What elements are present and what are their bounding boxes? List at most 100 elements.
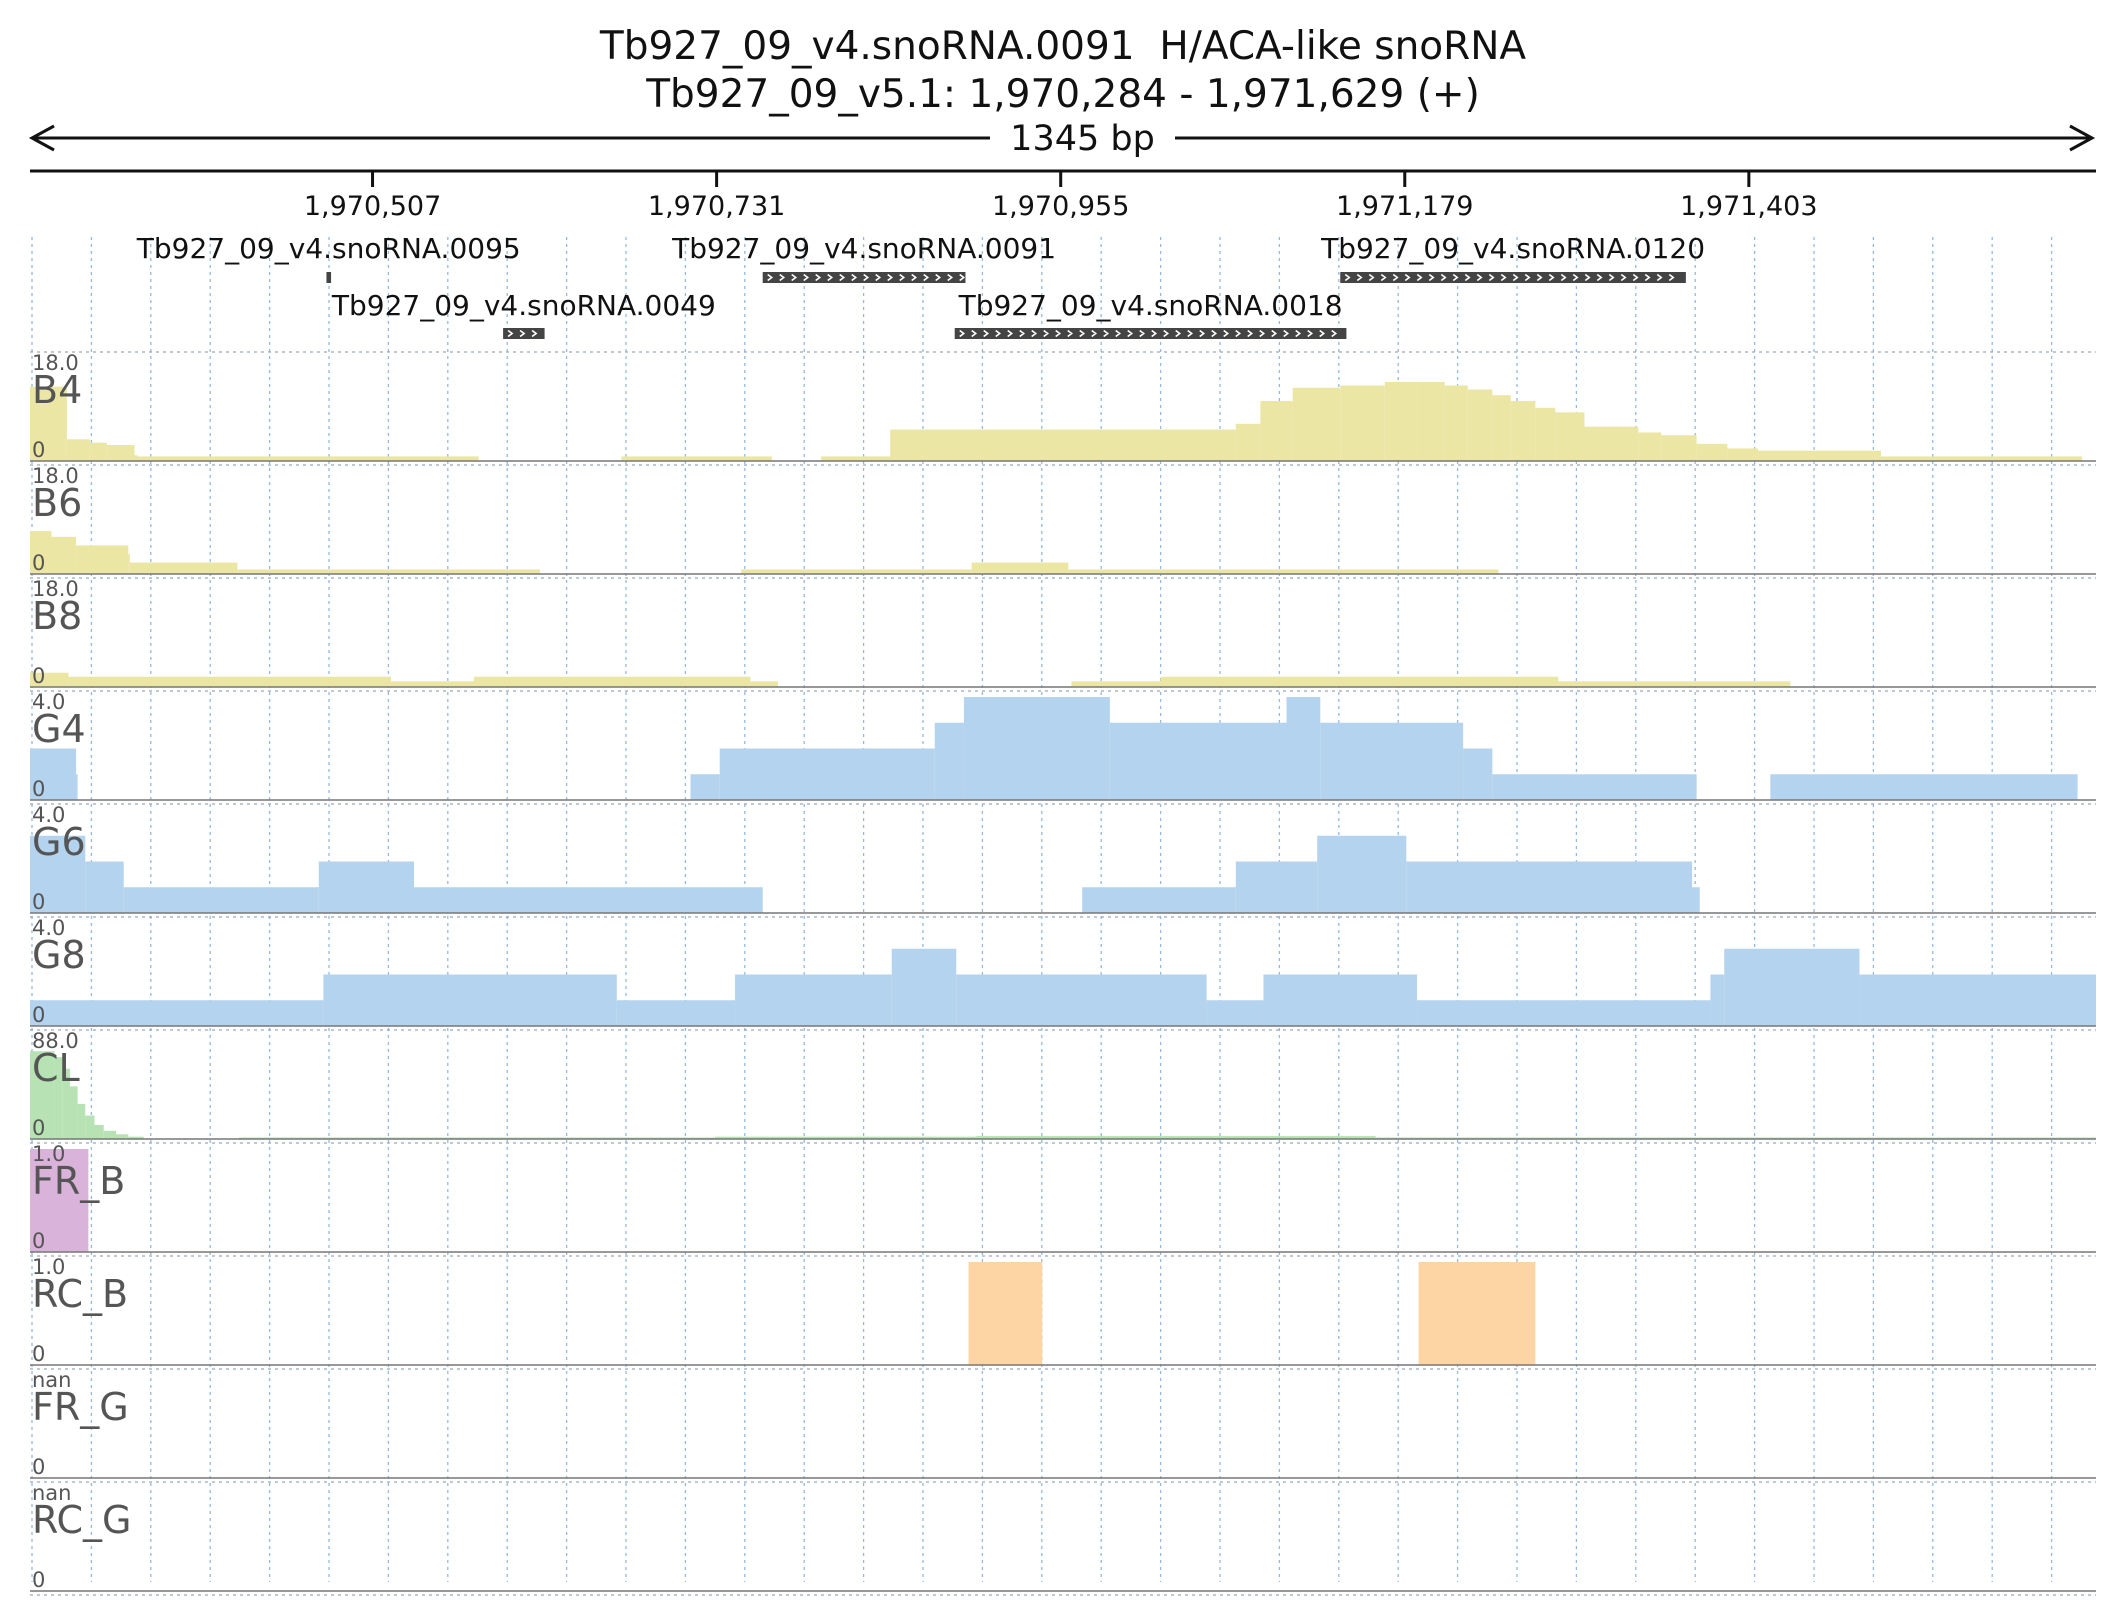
signal-tracks: 18.0B4018.0B6018.0B804.0G404.0G604.0G808… [30, 351, 2096, 1596]
strand-arrow [959, 329, 1338, 338]
coverage-bar [30, 1149, 89, 1252]
coverage-bar [1661, 435, 1697, 461]
coverage-bar [741, 569, 972, 574]
track-b8: 18.0B8 0 [30, 577, 2096, 688]
coverage-bar [1235, 423, 1261, 461]
coverage-bar [69, 1086, 78, 1139]
coverage-bar [971, 562, 1069, 574]
coverage-bar [318, 861, 415, 913]
coverage-bar [891, 948, 957, 1026]
coverage-bar [1535, 407, 1556, 461]
coverage-bar [1444, 385, 1468, 461]
gene-label: Tb927_09_v4.snoRNA.0120 [1320, 232, 1705, 265]
strand-arrow [767, 273, 966, 282]
coverage-bar [750, 681, 779, 687]
coverage-bar [1492, 395, 1511, 461]
coverage-bar [1071, 681, 1161, 687]
coverage-bar [66, 439, 90, 461]
coverage-bar [1417, 1000, 1711, 1026]
strand-arrow [1344, 273, 1675, 282]
track-max-label: nan [32, 1481, 72, 1505]
track-name-label: FR_G [32, 1385, 129, 1429]
track-min-label: 0 [32, 664, 45, 688]
coverage-bar [1051, 974, 1207, 1026]
track-fr-b: 1.0FR_B 0 [30, 1142, 2096, 1253]
axis-tick-label: 1,970,955 [992, 191, 1129, 222]
coverage-bar [103, 1130, 117, 1139]
track-max-label: nan [32, 1368, 72, 1392]
coverage-bar [735, 974, 892, 1026]
axis-tick-label: 1,970,507 [304, 191, 441, 222]
coverage-bar [690, 774, 720, 800]
coverage-bar [30, 1000, 324, 1026]
coverage-bar [821, 456, 891, 461]
coverage-bar [1082, 887, 1236, 913]
axis-tick-label: 1,970,731 [648, 191, 785, 222]
gene-label: Tb927_09_v4.snoRNA.0095 [136, 232, 521, 265]
coverage-bar [77, 1103, 86, 1139]
coverage-bar [30, 1051, 55, 1139]
coverage-bar [1638, 432, 1662, 461]
coverage-bar [1160, 676, 1559, 687]
coverage-bar [30, 835, 86, 913]
track-cl: 88.0CL 0 [30, 1029, 2096, 1140]
coverage-bar [1235, 861, 1318, 913]
track-min-label: 0 [32, 1003, 45, 1027]
track-name-label: B8 [32, 594, 82, 638]
coverage-bar [1710, 974, 1725, 1026]
track-rc-b: 1.0RC_B 0 [30, 1255, 2096, 1366]
coverage-bar [890, 429, 969, 461]
coverage-bar [1109, 722, 1287, 800]
coverage-bar [1317, 835, 1407, 913]
coverage-bar [30, 672, 69, 687]
coverage-bar [1068, 569, 1499, 574]
track-name-label: RC_B [32, 1272, 128, 1316]
track-min-label: 0 [32, 1568, 45, 1592]
coverage-bar [1260, 400, 1293, 461]
track-min-label: 0 [32, 551, 45, 575]
coverage-bar [1770, 774, 2078, 800]
track-name-label: G4 [32, 707, 86, 751]
coverage-bar [137, 456, 479, 461]
coverage-bar [1558, 681, 1791, 687]
coverage-bar [1880, 456, 2083, 461]
track-name-label: RC_G [32, 1498, 132, 1542]
track-min-label: 0 [32, 1342, 45, 1366]
track-max-label: 18.0 [32, 577, 79, 601]
track-name-label: G8 [32, 933, 86, 977]
coverage-bar [1584, 426, 1639, 461]
track-g4: 4.0G4 0 [30, 690, 2096, 801]
coverage-bar [1263, 974, 1418, 1026]
track-min-label: 0 [32, 1229, 45, 1253]
track-g6: 4.0G6 0 [30, 803, 2096, 914]
track-max-label: 1.0 [32, 1255, 65, 1279]
track-g8: 4.0G8 0 [30, 916, 2096, 1027]
coverage-bar [85, 1115, 95, 1139]
coverage-bar [719, 748, 935, 800]
coverage-bar [934, 722, 964, 800]
coverage-bar [76, 545, 129, 574]
coverage-bar [1696, 443, 1728, 461]
coverage-bar [414, 887, 763, 913]
feature-title: Tb927_09_v4.snoRNA.0091 H/ACA-like snoRN… [599, 24, 1527, 69]
track-max-label: 1.0 [32, 1142, 65, 1166]
coverage-bar [237, 569, 540, 574]
coverage-bar [62, 1068, 70, 1139]
coverage-bar [1418, 1262, 1536, 1365]
coverage-bar [76, 774, 78, 800]
track-name-label: CL [32, 1046, 80, 1090]
coverage-bar [1727, 448, 1759, 461]
strand-arrow [507, 329, 538, 338]
track-max-label: 18.0 [32, 351, 79, 375]
coverage-bar [128, 1136, 144, 1139]
coverage-bar [1406, 861, 1693, 913]
coverage-bar [1340, 385, 1385, 461]
track-min-label: 0 [32, 1116, 45, 1140]
coverage-bar [1320, 722, 1464, 800]
track-min-label: 0 [32, 438, 45, 462]
coverage-bar [1555, 412, 1585, 461]
axis-ticks: 1,970,507 1,970,731 1,970,955 1,971,179 1,97… [304, 171, 1818, 222]
